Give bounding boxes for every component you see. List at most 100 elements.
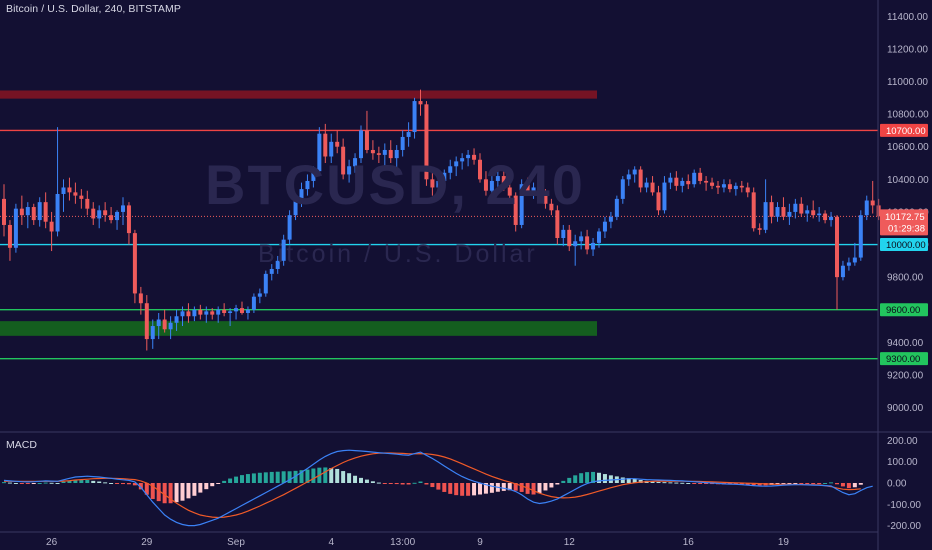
price-zone-0 — [0, 90, 597, 99]
candle-body — [418, 101, 423, 105]
candle-body — [150, 326, 155, 340]
candle-body — [347, 166, 352, 175]
candle-body — [472, 154, 477, 160]
macd-histogram-bar — [85, 480, 90, 483]
price-tick-label: 10400.00 — [887, 175, 929, 186]
macd-histogram-bar — [704, 483, 709, 484]
macd-histogram-bar — [281, 471, 286, 483]
candle-body — [287, 215, 292, 240]
macd-histogram-bar — [204, 483, 209, 490]
candle-body — [567, 229, 572, 247]
price-zones — [0, 90, 597, 336]
macd-histogram-bar — [353, 475, 358, 483]
macd-histogram-bar — [597, 472, 601, 483]
symbol-legend[interactable]: Bitcoin / U.S. Dollar, 240, BITSTAMP — [6, 3, 181, 15]
candle-body — [162, 319, 167, 330]
macd-histogram-bar — [138, 483, 143, 490]
macd-histogram-bar — [466, 483, 471, 496]
candle-body — [864, 200, 869, 216]
candle-body — [430, 179, 435, 188]
candle-body — [61, 187, 66, 194]
candle-body — [537, 187, 542, 194]
candle-body — [829, 216, 834, 221]
last-price-label: 10172.75 — [885, 212, 925, 223]
macd-histogram-bar — [840, 483, 845, 487]
macd-histogram-bar — [198, 483, 203, 493]
macd-histogram-bar — [109, 483, 114, 484]
macd-histogram-bar — [7, 482, 12, 484]
candle-body — [174, 316, 179, 323]
candle-body — [668, 177, 673, 183]
candle-body — [608, 216, 613, 222]
candle-body — [591, 242, 596, 250]
macd-histogram-bar — [210, 483, 215, 487]
macd-panel — [2, 449, 873, 527]
macd-histogram-bar — [144, 483, 149, 495]
candle-body — [180, 311, 185, 317]
macd-histogram-bar — [394, 483, 399, 485]
candle-body — [2, 198, 6, 225]
time-axis[interactable]: 26 29 Sep 4 13:00 9 12 16 19 — [46, 537, 789, 548]
candle-body — [787, 211, 792, 217]
candle-body — [370, 149, 375, 154]
macd-histogram-bar — [472, 483, 477, 496]
price-tick-label: 10600.00 — [887, 142, 929, 153]
macd-histogram-bar — [549, 483, 554, 488]
candle-body — [156, 319, 161, 327]
candle-body — [698, 172, 703, 181]
price-tick-label: 11400.00 — [887, 12, 928, 23]
macd-histogram-bar — [567, 477, 572, 483]
macd-histogram-bar — [126, 483, 131, 485]
macd-histogram-bar — [228, 478, 233, 483]
macd-histogram-bar — [442, 483, 447, 492]
candle-body — [263, 273, 268, 294]
macd-legend[interactable]: MACD — [6, 439, 37, 451]
macd-histogram-bar — [156, 483, 161, 502]
candle-body — [13, 208, 18, 248]
price-zone-1 — [0, 321, 597, 336]
macd-tick-label: 200.00 — [887, 436, 918, 447]
candle-body — [662, 182, 667, 211]
candle-body — [109, 215, 114, 221]
macd-histogram-bar — [55, 483, 60, 484]
macd-histogram-bar — [234, 476, 239, 483]
macd-histogram-bar — [608, 475, 613, 483]
macd-histogram-bar — [400, 483, 405, 485]
candle-body — [37, 202, 42, 221]
candle-body — [228, 311, 233, 313]
candle-body — [293, 198, 298, 216]
time-tick-label: 9 — [477, 537, 483, 548]
macd-histogram-bar — [162, 483, 167, 504]
macd-histogram-bar — [61, 481, 66, 483]
level-price-tag-label: 10000.00 — [886, 240, 926, 251]
macd-histogram-bar — [602, 474, 607, 483]
candle-body — [269, 268, 274, 274]
macd-histogram-bar — [240, 475, 244, 483]
candle-body — [614, 198, 619, 217]
macd-histogram-bar — [13, 483, 18, 484]
macd-histogram-bar — [692, 483, 697, 484]
candle-body — [329, 141, 334, 157]
price-tick-label: 11000.00 — [887, 77, 928, 88]
candle-body — [710, 182, 715, 186]
time-tick-label: 13:00 — [390, 537, 415, 548]
candle-body — [620, 179, 625, 199]
candle-body — [781, 207, 786, 217]
time-tick-label: 16 — [683, 537, 695, 548]
price-axis[interactable]: 11400.00 11200.00 11000.00 10800.00 10600.00… — [880, 12, 929, 532]
macd-histogram-bar — [573, 475, 578, 483]
macd-histogram-bar — [115, 483, 120, 484]
macd-histogram-bar — [424, 483, 429, 485]
candle-body — [121, 205, 125, 212]
macd-histogram-bar — [382, 483, 387, 484]
candle-body — [704, 180, 709, 183]
macd-histogram-bar — [543, 483, 548, 491]
candle-body — [757, 228, 762, 230]
candle-body — [275, 260, 280, 269]
macd-histogram-bar — [632, 478, 637, 483]
macd-histogram-bar — [388, 483, 393, 484]
candle-body — [692, 172, 697, 185]
candle-body — [585, 236, 590, 250]
candle-body — [138, 293, 143, 304]
